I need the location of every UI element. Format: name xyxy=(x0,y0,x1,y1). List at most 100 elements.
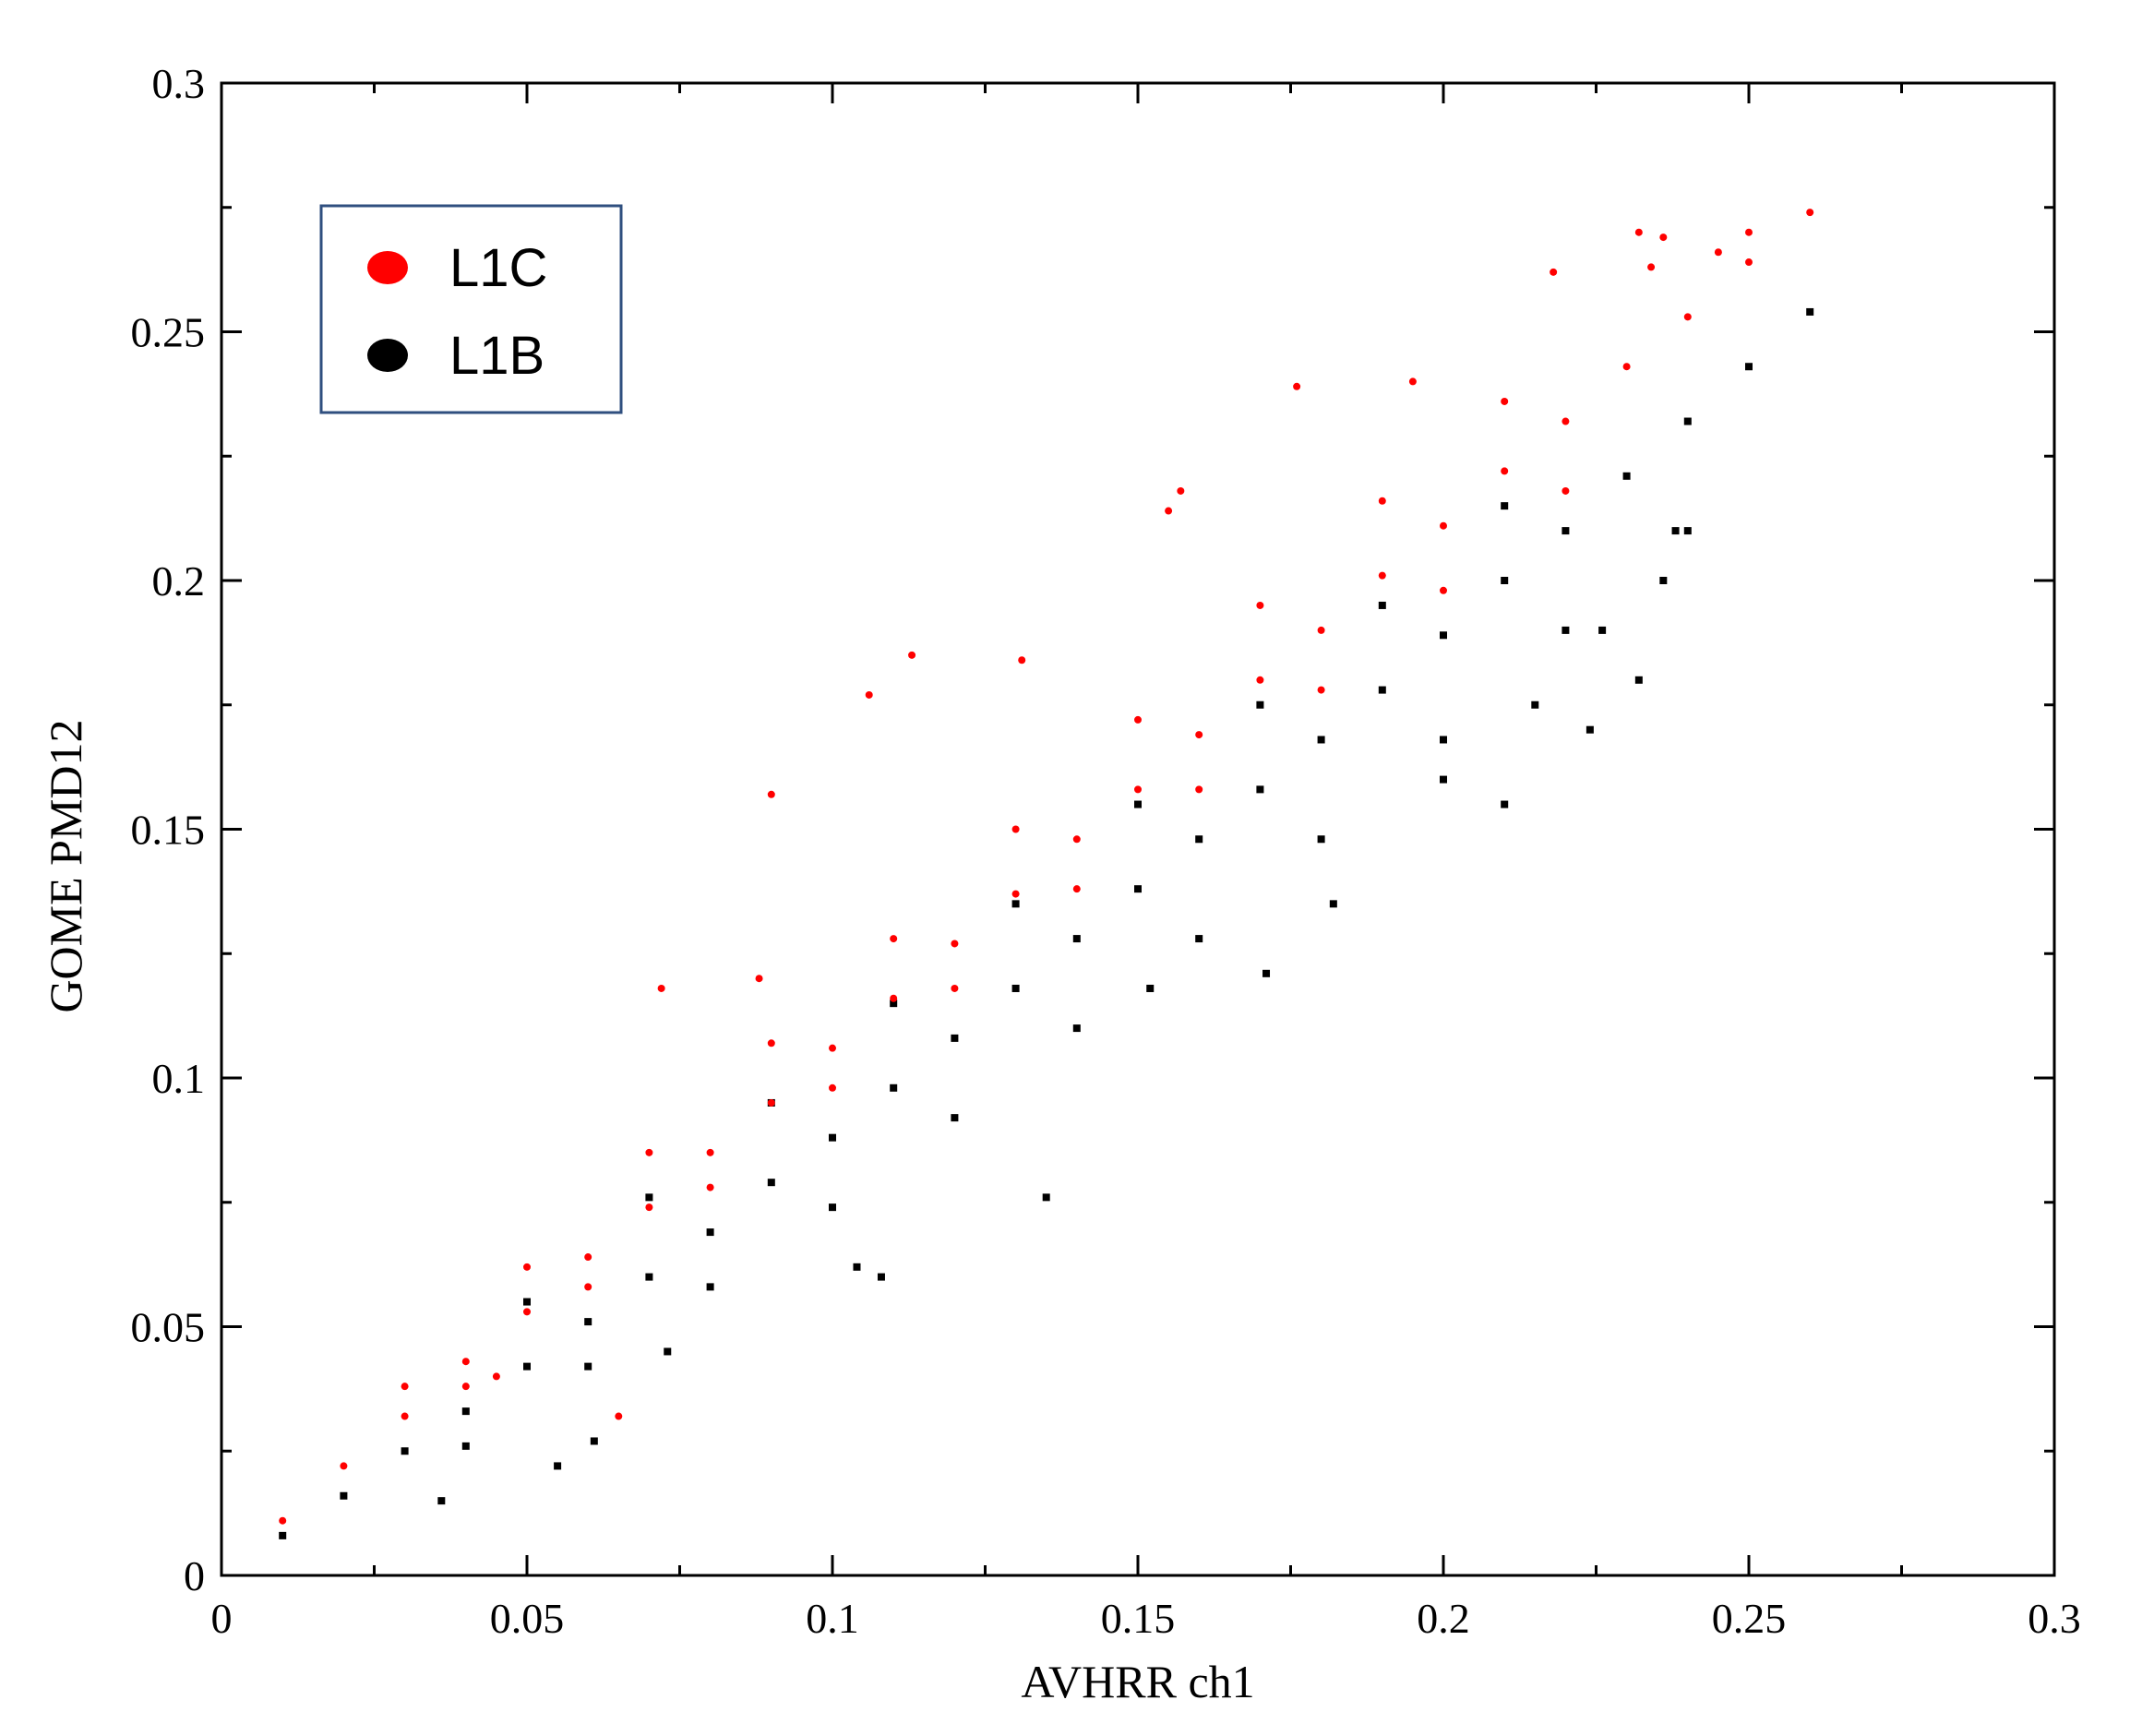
x-tick-label: 0.2 xyxy=(1417,1595,1470,1642)
y-tick-label: 0.1 xyxy=(152,1055,206,1102)
data-point-l1c xyxy=(1745,258,1753,267)
data-point-l1b xyxy=(1011,984,1020,992)
data-point-l1c xyxy=(706,1148,714,1156)
data-point-l1b xyxy=(1262,969,1271,977)
data-point-l1c xyxy=(645,1203,653,1212)
data-point-l1b xyxy=(1195,935,1203,943)
data-point-l1c xyxy=(755,975,763,983)
data-point-l1b xyxy=(523,1362,531,1371)
data-point-l1b xyxy=(1011,900,1020,908)
data-point-l1b xyxy=(1622,472,1631,480)
data-point-l1b xyxy=(1042,1193,1050,1202)
data-point-l1c xyxy=(767,1039,775,1048)
data-point-l1b xyxy=(1501,502,1509,510)
series-l1b xyxy=(279,307,1814,1539)
data-point-l1c xyxy=(1134,715,1142,724)
x-tick-label: 0.25 xyxy=(1712,1595,1787,1642)
data-point-l1c xyxy=(461,1383,470,1391)
data-point-l1b xyxy=(1072,935,1081,943)
data-point-l1b xyxy=(1440,631,1447,640)
data-point-l1c xyxy=(767,790,775,798)
data-point-l1c xyxy=(1622,363,1631,371)
data-point-l1b xyxy=(340,1491,348,1500)
legend-label-l1c: L1C xyxy=(449,238,547,298)
data-point-l1b xyxy=(1683,527,1692,535)
data-point-l1c xyxy=(1018,656,1026,664)
legend: L1C L1B xyxy=(319,204,623,414)
data-point-l1c xyxy=(767,1098,775,1107)
data-point-l1b xyxy=(437,1497,446,1505)
data-point-l1c xyxy=(1408,377,1417,386)
data-point-l1b xyxy=(767,1179,775,1187)
data-point-l1c xyxy=(1501,397,1509,405)
axis-ticks: 0 0.05 0.1 0.15 0.2 0.25 0.3 0 0.05 0.1 0.15 0.2 0.2… xyxy=(131,60,2081,1642)
data-point-l1c xyxy=(1501,467,1509,475)
data-point-l1c xyxy=(829,1044,836,1052)
data-point-l1b xyxy=(890,1000,898,1008)
data-point-l1c xyxy=(1293,382,1301,390)
x-tick-label: 0 xyxy=(211,1595,233,1642)
data-point-l1b xyxy=(1659,577,1668,584)
data-point-l1c xyxy=(1256,676,1264,684)
data-point-l1c xyxy=(584,1253,592,1262)
x-tick-label: 0.15 xyxy=(1101,1595,1176,1642)
data-point-l1b xyxy=(1501,800,1509,808)
x-tick-label: 0.3 xyxy=(2028,1595,2081,1642)
data-point-l1c xyxy=(1011,890,1020,898)
data-point-l1b xyxy=(1671,527,1680,535)
data-point-l1c xyxy=(706,1183,714,1191)
y-tick-label: 0.2 xyxy=(152,557,206,605)
x-tick-label: 0.05 xyxy=(490,1595,565,1642)
data-point-l1b xyxy=(1440,736,1447,744)
data-point-l1b xyxy=(523,1298,531,1306)
data-point-l1c xyxy=(1177,486,1185,495)
data-point-l1b xyxy=(584,1318,592,1326)
data-point-l1c xyxy=(401,1412,409,1420)
data-point-l1c xyxy=(1195,731,1203,739)
data-point-l1b xyxy=(829,1203,836,1212)
data-point-l1c xyxy=(1634,228,1643,236)
data-point-l1b xyxy=(1329,900,1337,908)
data-point-l1c xyxy=(1714,248,1722,257)
data-point-l1c xyxy=(1647,263,1656,271)
data-point-l1c xyxy=(1317,626,1325,634)
data-point-l1c xyxy=(1659,233,1668,242)
y-tick-label: 0.3 xyxy=(152,60,206,107)
data-point-l1c xyxy=(523,1308,531,1316)
data-point-l1b xyxy=(461,1442,470,1450)
data-point-l1c xyxy=(1072,835,1081,844)
data-point-l1b xyxy=(877,1273,885,1281)
data-point-l1c xyxy=(1562,486,1570,495)
data-point-l1b xyxy=(1501,577,1509,584)
data-point-l1c xyxy=(1440,586,1447,594)
data-point-l1b xyxy=(1683,417,1692,425)
legend-marker-l1b xyxy=(367,339,408,372)
data-point-l1b xyxy=(401,1447,409,1455)
data-point-l1b xyxy=(554,1462,562,1470)
data-point-l1c xyxy=(1195,785,1203,794)
data-point-l1b xyxy=(1146,984,1155,992)
scatter-points xyxy=(279,209,1814,1539)
series-l1c xyxy=(279,209,1814,1525)
data-point-l1b xyxy=(1317,835,1325,844)
data-point-l1c xyxy=(908,651,916,659)
data-point-l1c xyxy=(1317,686,1325,694)
data-point-l1c xyxy=(865,690,873,699)
data-point-l1b xyxy=(1634,676,1643,684)
data-point-l1c xyxy=(1683,313,1692,321)
data-point-l1c xyxy=(1378,497,1386,505)
data-point-l1c xyxy=(1440,521,1447,530)
data-point-l1b xyxy=(853,1263,861,1271)
x-axis-label: AVHRR ch1 xyxy=(1021,1656,1254,1707)
data-point-l1c xyxy=(829,1084,836,1092)
data-point-l1b xyxy=(1256,700,1264,709)
data-point-l1b xyxy=(1134,885,1142,893)
y-tick-label: 0.15 xyxy=(131,807,206,854)
data-point-l1c xyxy=(1134,785,1142,794)
data-point-l1b xyxy=(706,1228,714,1237)
data-point-l1c xyxy=(657,984,665,992)
data-point-l1c xyxy=(645,1148,653,1156)
data-point-l1b xyxy=(1072,1024,1081,1033)
